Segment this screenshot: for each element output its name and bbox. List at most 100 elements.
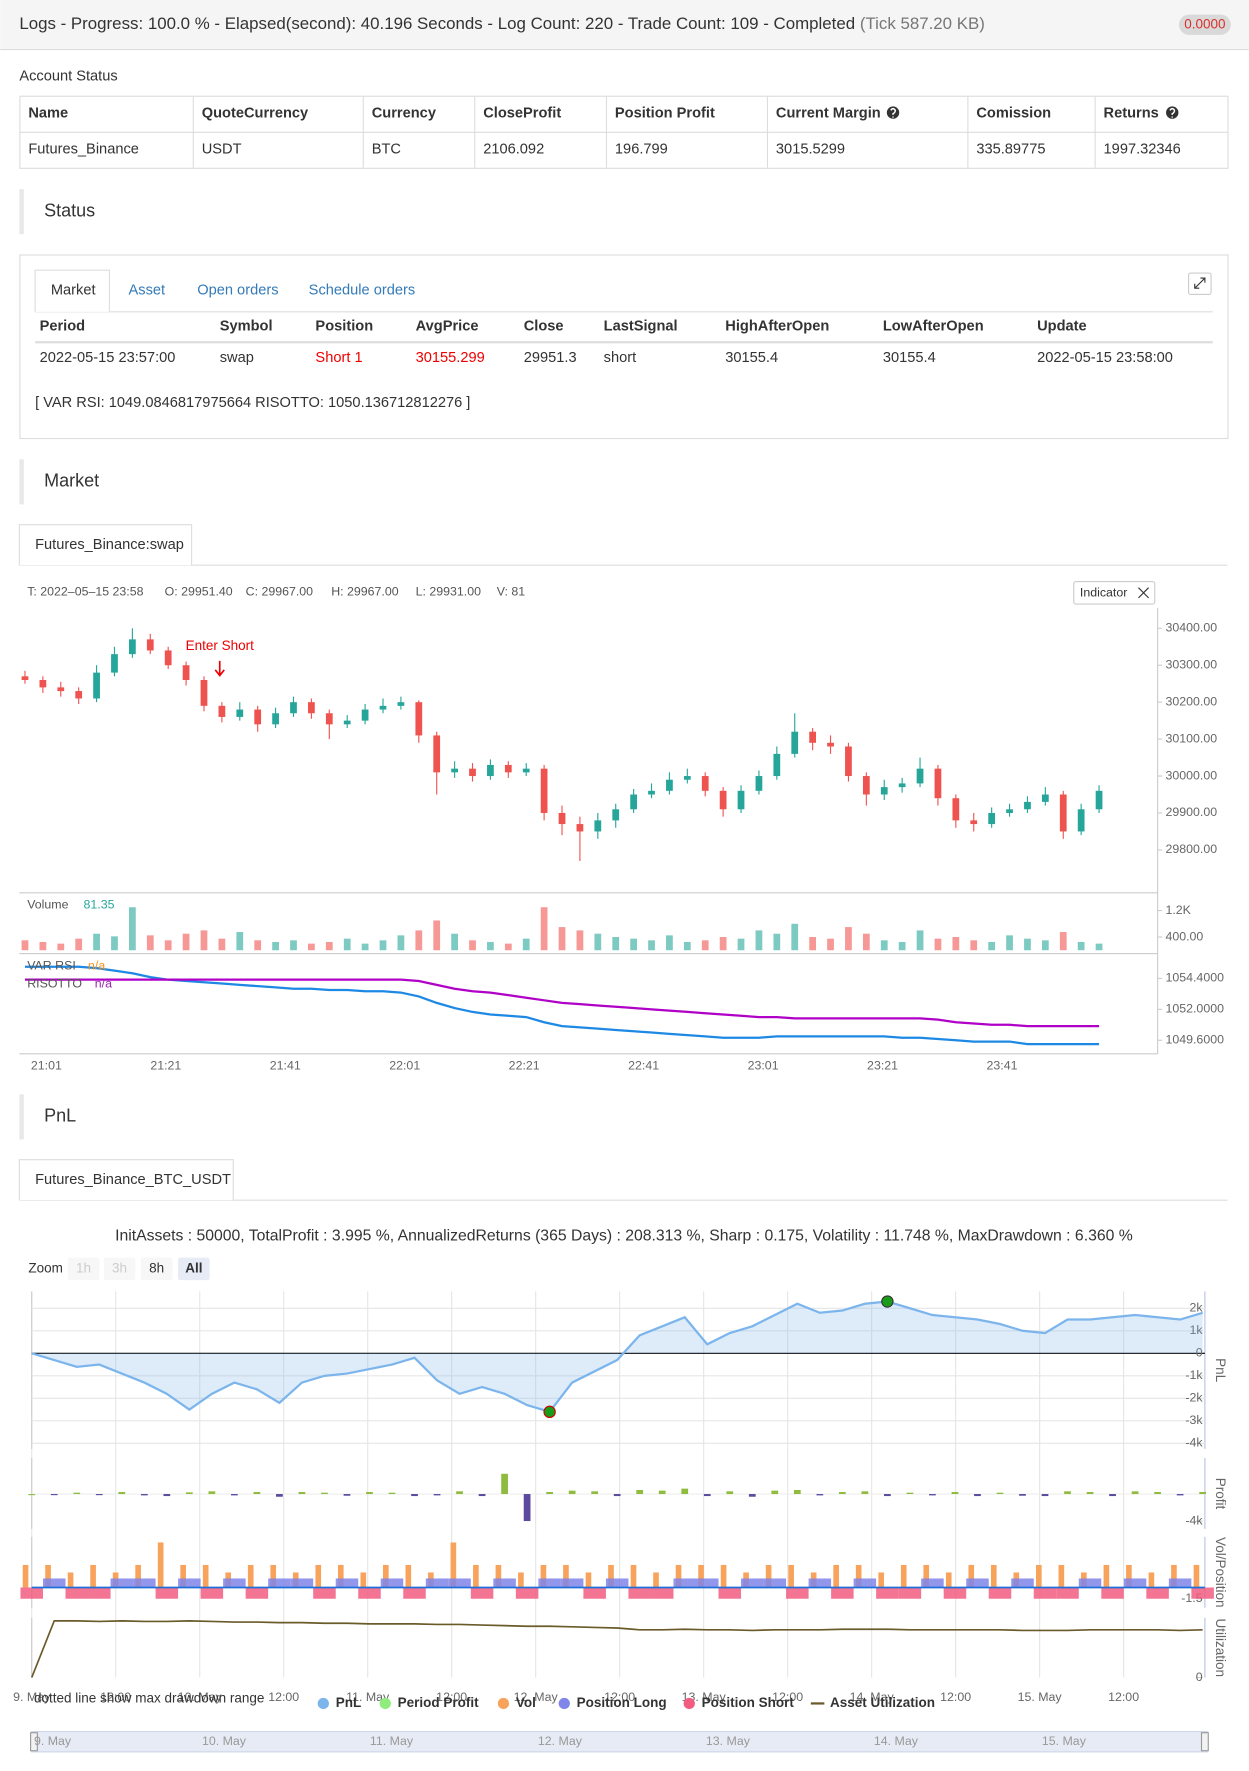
- candle-body: [773, 753, 781, 777]
- tab-label[interactable]: Schedule orders: [309, 282, 416, 298]
- tab-label[interactable]: Futures_Binance:swap: [35, 537, 184, 553]
- indicator-status: n/a: [95, 976, 112, 990]
- zoom-button-label[interactable]: 8h: [149, 1260, 164, 1275]
- volume-bar: [1041, 940, 1049, 951]
- position-bar: [966, 1578, 989, 1588]
- tab-label[interactable]: Open orders: [197, 282, 278, 298]
- zoom-button-label[interactable]: 3h: [112, 1260, 127, 1275]
- legend-label[interactable]: Vol: [516, 1695, 536, 1710]
- profit-bar: [253, 1492, 261, 1495]
- max-marker: [881, 1295, 894, 1308]
- vol-bar: [67, 1572, 74, 1588]
- navigator-handle[interactable]: [1200, 1732, 1209, 1752]
- candle-body: [1041, 794, 1049, 802]
- status-note: [ VAR RSI: 1049.0846817975664 RISOTTO: 1…: [35, 395, 470, 411]
- volume-bar: [827, 938, 834, 951]
- vol-bar: [698, 1564, 704, 1588]
- candle-body: [648, 790, 655, 795]
- navigator-handle[interactable]: [30, 1732, 38, 1752]
- zoom-button[interactable]: [103, 1257, 136, 1281]
- x-tick-label: 12:00: [100, 1690, 131, 1704]
- volume-bar: [272, 941, 279, 951]
- volume-bar: [522, 938, 530, 951]
- position-bar: [65, 1587, 89, 1599]
- table-cell: 1997.32346: [1104, 142, 1181, 158]
- volume-bar: [916, 930, 924, 951]
- zoom-button-label[interactable]: 1h: [76, 1260, 91, 1275]
- candle-body: [594, 820, 602, 832]
- footnote: dotted line show max drawdown range: [34, 1691, 264, 1706]
- help-icon[interactable]: [1166, 106, 1179, 119]
- y-tick-label: 1054.4000: [1165, 971, 1224, 985]
- profit-bar: [366, 1492, 373, 1495]
- profit-bar: [231, 1494, 238, 1496]
- legend-symbol: [317, 1697, 329, 1710]
- position-bar: [741, 1578, 764, 1588]
- volume-bar: [1024, 938, 1031, 951]
- profit-bar: [726, 1491, 734, 1495]
- legend-label[interactable]: Position Long: [577, 1695, 667, 1710]
- table-cell: 3015.5299: [776, 142, 845, 158]
- position-bar: [1056, 1587, 1079, 1599]
- candle-body: [970, 820, 978, 825]
- zoom-button[interactable]: [140, 1257, 173, 1281]
- profit-bar: [771, 1490, 779, 1495]
- column-header: Position: [315, 318, 373, 334]
- legend-label[interactable]: Period Profit: [398, 1695, 480, 1710]
- profit-bar: [1019, 1494, 1026, 1496]
- navigator-label: 9. May: [34, 1734, 72, 1748]
- x-tick-label: 11. May: [346, 1690, 390, 1704]
- profit-bar: [748, 1494, 756, 1497]
- help-icon-glyph: [890, 107, 897, 118]
- table-cell: 335.89775: [976, 142, 1045, 158]
- volume-bar: [540, 907, 548, 951]
- position-bar: [1101, 1587, 1124, 1599]
- y-tick-label: 1049.6000: [1165, 1033, 1224, 1047]
- status-panel: [19, 254, 1229, 440]
- indicator-button-label[interactable]: Indicator: [1080, 586, 1127, 600]
- indicator-button[interactable]: [1073, 580, 1156, 605]
- active-tab[interactable]: [34, 269, 110, 312]
- zoom-button[interactable]: [67, 1257, 100, 1281]
- x-tick-label: 22:21: [509, 1058, 540, 1072]
- tab-label[interactable]: Asset: [129, 282, 166, 298]
- volume-bar: [325, 941, 333, 951]
- candle-body: [827, 742, 834, 747]
- zoom-button[interactable]: [178, 1257, 210, 1281]
- pnl-summary: InitAssets : 50000, TotalProfit : 3.995 …: [115, 1227, 1133, 1244]
- column-header: Update: [1037, 318, 1087, 334]
- tab-label[interactable]: Market: [51, 282, 96, 298]
- profit-bar: [1109, 1494, 1116, 1497]
- volume-bar: [433, 920, 441, 951]
- x-tick-label: 22:01: [389, 1058, 420, 1072]
- navigator-label: 14. May: [874, 1734, 919, 1748]
- volume-bar: [361, 943, 369, 951]
- vol-bar: [1193, 1564, 1200, 1588]
- position-bar: [605, 1578, 629, 1588]
- profit-bar: [1086, 1492, 1094, 1495]
- zoom-button-label[interactable]: All: [185, 1260, 202, 1275]
- y-tick-label: 30200.00: [1165, 694, 1217, 708]
- y-tick-label: 29900.00: [1165, 805, 1217, 819]
- vol-bar: [585, 1572, 592, 1588]
- profit-bar: [388, 1492, 396, 1495]
- y-tick-label: 0: [1196, 1346, 1203, 1360]
- y-tick-label: 1052.0000: [1165, 1002, 1224, 1016]
- legend-label[interactable]: Position Short: [702, 1695, 795, 1710]
- column-header: LowAfterOpen: [883, 318, 984, 334]
- pnl-tab[interactable]: [18, 1159, 234, 1201]
- candle-body: [737, 790, 745, 810]
- y-tick-label: -3k: [1185, 1413, 1203, 1427]
- candle-body: [540, 768, 548, 813]
- legend-label[interactable]: PnL: [336, 1695, 362, 1710]
- header-title: Logs - Progress: 100.0 % - Elapsed(secon…: [19, 14, 985, 33]
- market-tab[interactable]: [18, 524, 193, 566]
- candle-body: [433, 735, 441, 773]
- tab-label[interactable]: Futures_Binance_BTC_USDT: [35, 1172, 231, 1188]
- volume-bar: [415, 930, 423, 951]
- help-icon[interactable]: [886, 106, 900, 119]
- position-bar: [1146, 1587, 1169, 1599]
- legend-label[interactable]: Asset Utilization: [830, 1695, 935, 1710]
- candle-body: [111, 654, 118, 673]
- position-bar: [313, 1587, 336, 1599]
